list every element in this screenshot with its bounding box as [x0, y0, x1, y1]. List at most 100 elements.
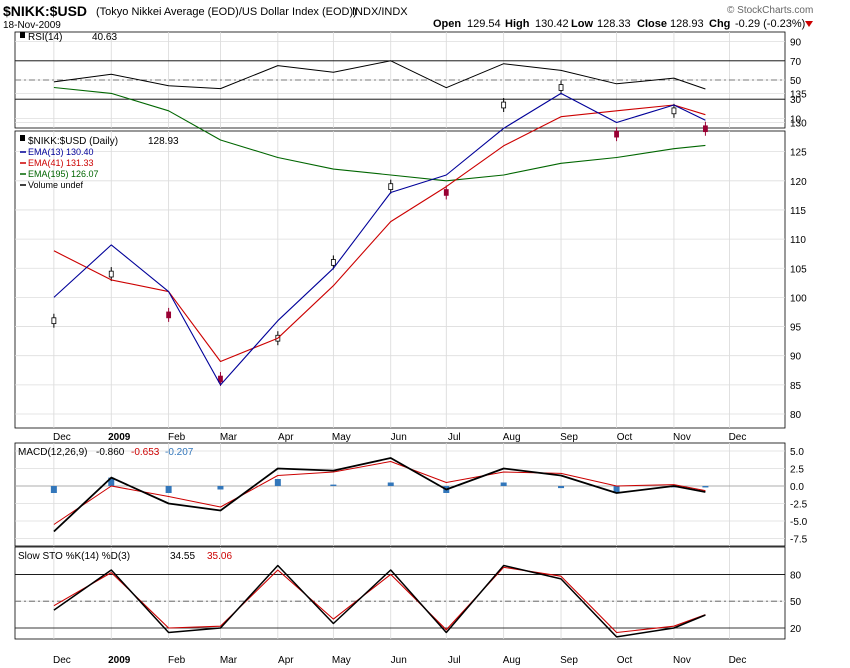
price-bar — [703, 125, 708, 133]
macd-value-1: -0.860 — [96, 447, 125, 458]
price-tick-label: 90 — [790, 352, 802, 363]
macd-histogram-bar — [558, 486, 565, 489]
month-label-bottom: Sep — [560, 655, 578, 666]
chart-date: 18-Nov-2009 — [3, 20, 61, 31]
month-label-bottom: 2009 — [108, 655, 131, 666]
month-label-top: Jun — [391, 432, 407, 443]
indicator-lines — [53, 60, 706, 638]
macd-tick-label: 5.0 — [790, 447, 804, 458]
price-tick-label: 120 — [790, 177, 807, 188]
sto-tick-label: 50 — [790, 597, 802, 608]
month-label-top: Nov — [673, 432, 691, 443]
macd-tick-label: 2.5 — [790, 465, 804, 476]
macd-value-3: -0.207 — [165, 447, 194, 458]
price-bar — [330, 259, 336, 266]
price-tick-label: 130 — [790, 119, 807, 130]
rsi-label: RSI(14) — [28, 32, 62, 43]
price-bar — [614, 130, 619, 138]
sto-d-line — [53, 566, 706, 634]
month-label-bottom: Oct — [617, 655, 633, 666]
sto-d-value: 35.06 — [207, 551, 232, 562]
legend-item: EMA(195) 126.07 — [28, 169, 99, 179]
macd-histogram-bar — [165, 486, 172, 493]
month-label-bottom: Jun — [391, 655, 407, 666]
legend-item: Volume undef — [28, 180, 84, 190]
price-bar — [671, 107, 677, 115]
macd-histogram-bar — [50, 486, 57, 493]
sto-tick-label: 80 — [790, 570, 802, 581]
close-value: 128.93 — [670, 18, 704, 30]
open-value: 129.54 — [467, 18, 501, 30]
price-tick-label: 135 — [790, 89, 807, 100]
legend-item: EMA(41) 131.33 — [28, 158, 94, 168]
ema13-line — [53, 92, 706, 386]
legend-item: EMA(13) 130.40 — [28, 147, 94, 157]
price-tick-label: 85 — [790, 381, 802, 392]
month-label-bottom: Dec — [729, 655, 747, 666]
macd-histogram-bar — [217, 486, 224, 490]
price-value: 128.93 — [148, 136, 179, 147]
copyright: © StockCharts.com — [727, 5, 813, 16]
down-arrow-icon — [805, 21, 813, 27]
price-tick-label: 105 — [790, 264, 807, 275]
price-bar — [51, 317, 57, 325]
macd-histogram-bar — [330, 484, 337, 486]
macd-label: MACD(12,26,9) — [18, 447, 87, 458]
month-label-top: Sep — [560, 432, 578, 443]
price-tick-label: 125 — [790, 148, 807, 159]
rsi-line — [53, 60, 706, 90]
month-label-top: May — [332, 432, 351, 443]
low-label: Low — [571, 18, 593, 30]
month-label-bottom: May — [332, 655, 351, 666]
high-value: 130.42 — [535, 18, 569, 30]
macd-histogram-bar — [274, 479, 281, 486]
sto-tick-label: 20 — [790, 624, 802, 635]
price-panel — [14, 130, 786, 429]
macd-line — [53, 457, 706, 533]
open-label: Open — [433, 18, 461, 30]
sto-label: Slow STO %K(14) %D(3) — [18, 551, 130, 562]
month-label-top: Dec — [729, 432, 747, 443]
rsi-tick-label: 70 — [790, 57, 802, 68]
macd-tick-label: -7.5 — [790, 535, 808, 546]
month-label-bottom: Aug — [503, 655, 521, 666]
month-label-bottom: Dec — [53, 655, 71, 666]
macd-histogram-bar — [613, 486, 620, 493]
price-label: $NIKK:$USD (Daily) — [28, 136, 118, 147]
rsi-value: 40.63 — [92, 32, 117, 43]
month-label-bottom: Nov — [673, 655, 691, 666]
symbol-description: (Tokyo Nikkei Average (EOD)/US Dollar In… — [96, 6, 357, 18]
rsi-panel-icon — [20, 32, 25, 38]
price-panel-icon — [20, 135, 25, 141]
price-bar — [388, 183, 394, 190]
reference-lines — [15, 60, 785, 629]
price-bar — [218, 375, 223, 383]
month-label-top: Apr — [278, 432, 294, 443]
rsi-tick-label: 30 — [790, 95, 802, 106]
month-label-top: Oct — [617, 432, 633, 443]
month-label-top: 2009 — [108, 432, 131, 443]
month-labels-bottom: Dec 2009 Feb Mar Apr May Jun Jul Aug Sep Oct Nov Dec — [53, 655, 746, 666]
rsi-tick-label: 10 — [790, 114, 802, 125]
chg-label: Chg — [709, 18, 730, 30]
month-label-top: Dec — [53, 432, 71, 443]
month-label-top: Mar — [220, 432, 238, 443]
macd-histogram-bar — [108, 477, 115, 486]
price-bar — [558, 84, 564, 91]
price-bar — [108, 270, 114, 278]
month-labels-top: Dec 2009 Feb Mar Apr May Jun Jul Aug Sep Oct Nov Dec — [53, 432, 746, 443]
symbol-title: $NIKK:$USD — [3, 3, 87, 19]
low-value: 128.33 — [597, 18, 631, 30]
sto-panel — [14, 546, 786, 640]
macd-tick-label: -5.0 — [790, 517, 808, 528]
price-tick-label: 100 — [790, 293, 807, 304]
price-bar — [166, 311, 172, 319]
macd-value-2: -0.653 — [131, 447, 160, 458]
price-bar — [501, 101, 507, 109]
month-label-top: Jul — [448, 432, 461, 443]
grid — [15, 32, 785, 639]
axis-ticks: 90 70 50 30 10 135 130 125 120 115 110 105 100 95 90 85… — [790, 38, 808, 635]
price-tick-label: 80 — [790, 410, 802, 421]
